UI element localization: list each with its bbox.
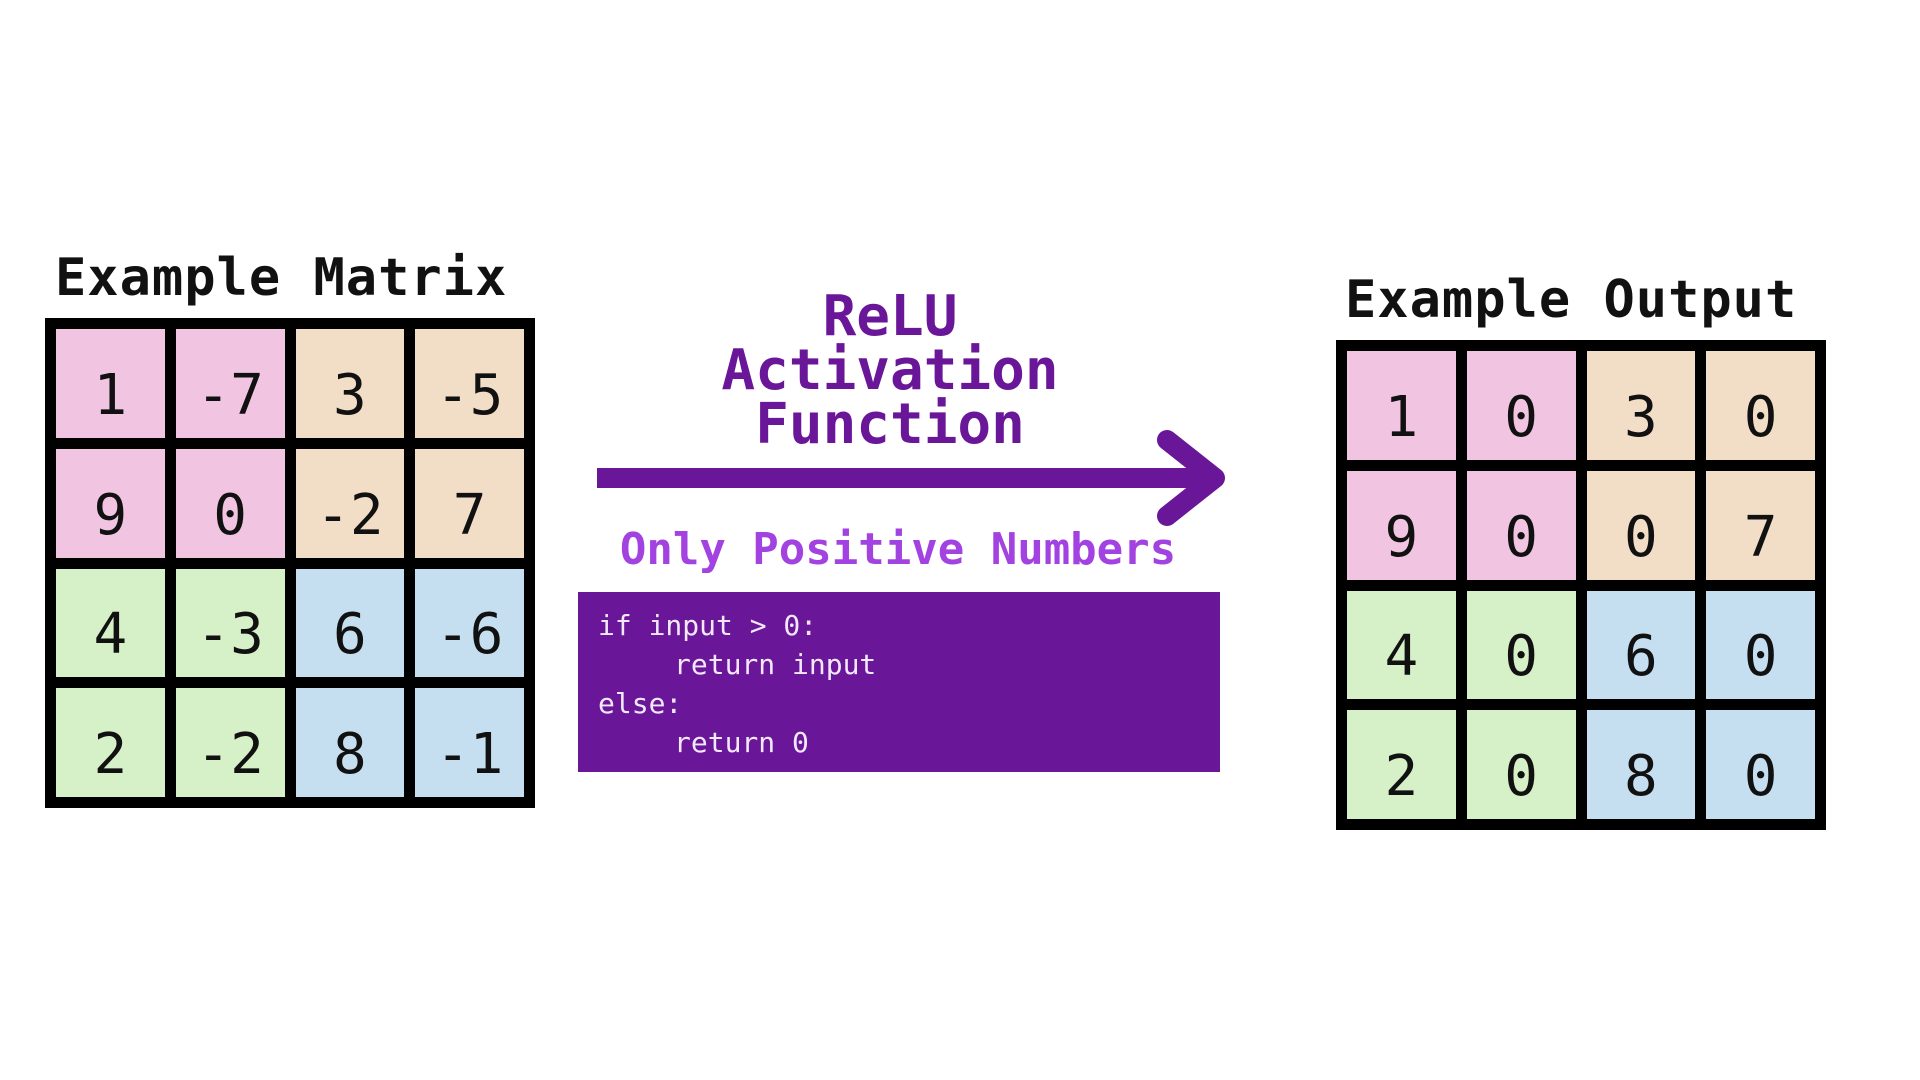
output-cell: 0 [1466, 590, 1576, 700]
right-arrow-icon [597, 430, 1225, 526]
code-line: return input [674, 648, 877, 681]
code-line: else: [598, 687, 683, 720]
input-cell: 8 [295, 688, 405, 797]
input-cell: -5 [415, 329, 524, 438]
output-cell: 9 [1347, 470, 1456, 580]
code-line: if input > 0: [598, 609, 818, 642]
output-cell: 0 [1466, 470, 1576, 580]
relu-code-block: if input > 0: return input else: return … [578, 592, 1220, 772]
output-cell: 8 [1586, 710, 1696, 819]
input-cell: -3 [175, 568, 285, 678]
output-cell: 0 [1706, 351, 1815, 460]
input-cell: -7 [175, 329, 285, 438]
input-cell: 2 [56, 688, 165, 797]
relu-title-line: Function [755, 392, 1025, 457]
input-matrix-title: Example Matrix [55, 248, 508, 308]
output-matrix: 1 0 3 0 9 0 0 7 4 0 6 0 2 0 8 0 [1336, 340, 1826, 830]
relu-title-line: ReLU [822, 284, 958, 349]
output-cell: 2 [1347, 710, 1456, 819]
input-cell: -2 [295, 448, 405, 558]
relu-subtitle: Only Positive Numbers [619, 524, 1177, 575]
output-cell: 3 [1586, 351, 1696, 460]
input-matrix: 1 -7 3 -5 9 0 -2 7 4 -3 6 -6 2 -2 8 -1 [45, 318, 535, 808]
output-cell: 0 [1466, 710, 1576, 819]
input-cell: 3 [295, 329, 405, 438]
output-cell: 0 [1706, 590, 1815, 700]
input-cell: -6 [415, 568, 524, 678]
output-cell: 6 [1586, 590, 1696, 700]
output-cell: 0 [1706, 710, 1815, 819]
input-cell: 0 [175, 448, 285, 558]
output-matrix-title: Example Output [1345, 270, 1798, 330]
input-cell: 1 [56, 329, 165, 438]
output-cell: 4 [1347, 590, 1456, 700]
output-cell: 0 [1586, 470, 1696, 580]
input-cell: -2 [175, 688, 285, 797]
input-cell: -1 [415, 688, 524, 797]
relu-title-line: Activation [721, 338, 1059, 403]
output-cell: 0 [1466, 351, 1576, 460]
input-cell: 7 [415, 448, 524, 558]
input-cell: 9 [56, 448, 165, 558]
output-cell: 7 [1706, 470, 1815, 580]
input-cell: 4 [56, 568, 165, 678]
output-cell: 1 [1347, 351, 1456, 460]
input-cell: 6 [295, 568, 405, 678]
code-line: return 0 [674, 726, 809, 759]
